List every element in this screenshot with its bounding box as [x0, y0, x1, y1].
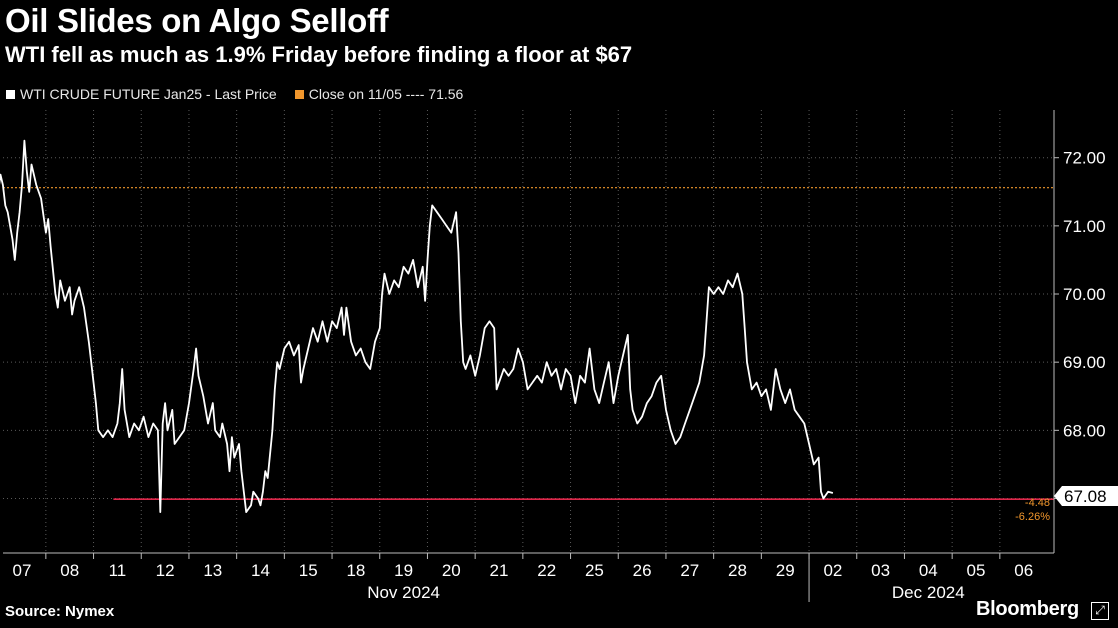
y-tick-label: 72.00 [1063, 149, 1106, 168]
x-tick-label: 07 [13, 561, 32, 580]
x-tick-label: 03 [871, 561, 890, 580]
change-percent: -6.26% [1015, 511, 1050, 523]
series-swatch-icon [6, 89, 15, 99]
x-tick-label: 14 [251, 561, 270, 580]
x-tick-label: 05 [967, 561, 986, 580]
legend-reference-label: Close on 11/05 ---- 71.56 [308, 86, 464, 102]
chart-subtitle: WTI fell as much as 1.9% Friday before f… [5, 42, 633, 67]
last-price-tag [1054, 486, 1118, 506]
x-tick-label: 29 [776, 561, 795, 580]
month-label-dec: Dec 2024 [892, 583, 965, 602]
x-tick-label: 18 [346, 561, 365, 580]
legend-series-label: WTI CRUDE FUTURE Jan25 - Last Price [20, 86, 277, 102]
last-price-value: 67.08 [1064, 487, 1107, 506]
x-tick-label: 15 [299, 561, 318, 580]
y-tick-label: 69.00 [1063, 353, 1106, 372]
y-tick-label: 68.00 [1063, 421, 1106, 440]
x-tick-label: 22 [537, 561, 556, 580]
y-tick-label: 70.00 [1063, 285, 1106, 304]
x-tick-label: 08 [60, 561, 79, 580]
series-line-wti [0, 139, 834, 513]
x-tick-label: 21 [490, 561, 509, 580]
x-axis: 07 08 11 12 13 14 15 18 19 20 21 22 25 26 27 28 29 02 03 04… [3, 552, 1054, 602]
x-tick-label: 11 [109, 561, 127, 580]
change-absolute: -4.48 [1025, 497, 1050, 509]
x-tick-label: 26 [633, 561, 652, 580]
expand-icon[interactable]: ⤢ [1091, 602, 1109, 620]
x-tick-label: 02 [823, 561, 842, 580]
x-tick-label: 13 [203, 561, 222, 580]
x-tick-label: 06 [1014, 561, 1033, 580]
chart-legend: WTI CRUDE FUTURE Jan25 - Last Price Clos… [6, 86, 463, 102]
month-label-nov: Nov 2024 [367, 583, 440, 602]
x-tick-label: 27 [680, 561, 699, 580]
source-note: Source: Nymex [5, 603, 115, 620]
x-tick-label: 25 [585, 561, 604, 580]
reference-lines [3, 187, 1054, 500]
x-tick-label: 20 [442, 561, 461, 580]
bloomberg-logo: Bloomberg [976, 598, 1079, 620]
reference-swatch-icon [294, 89, 304, 99]
x-tick-label: 12 [156, 561, 175, 580]
x-tick-label: 04 [919, 561, 938, 580]
y-tick-label: 71.00 [1063, 217, 1106, 236]
chart-title: Oil Slides on Algo Selloff [5, 2, 389, 39]
x-tick-label: 19 [394, 561, 413, 580]
last-price-label: 67.08 -4.48 -6.26% [1015, 486, 1118, 523]
x-tick-label: 28 [728, 561, 747, 580]
